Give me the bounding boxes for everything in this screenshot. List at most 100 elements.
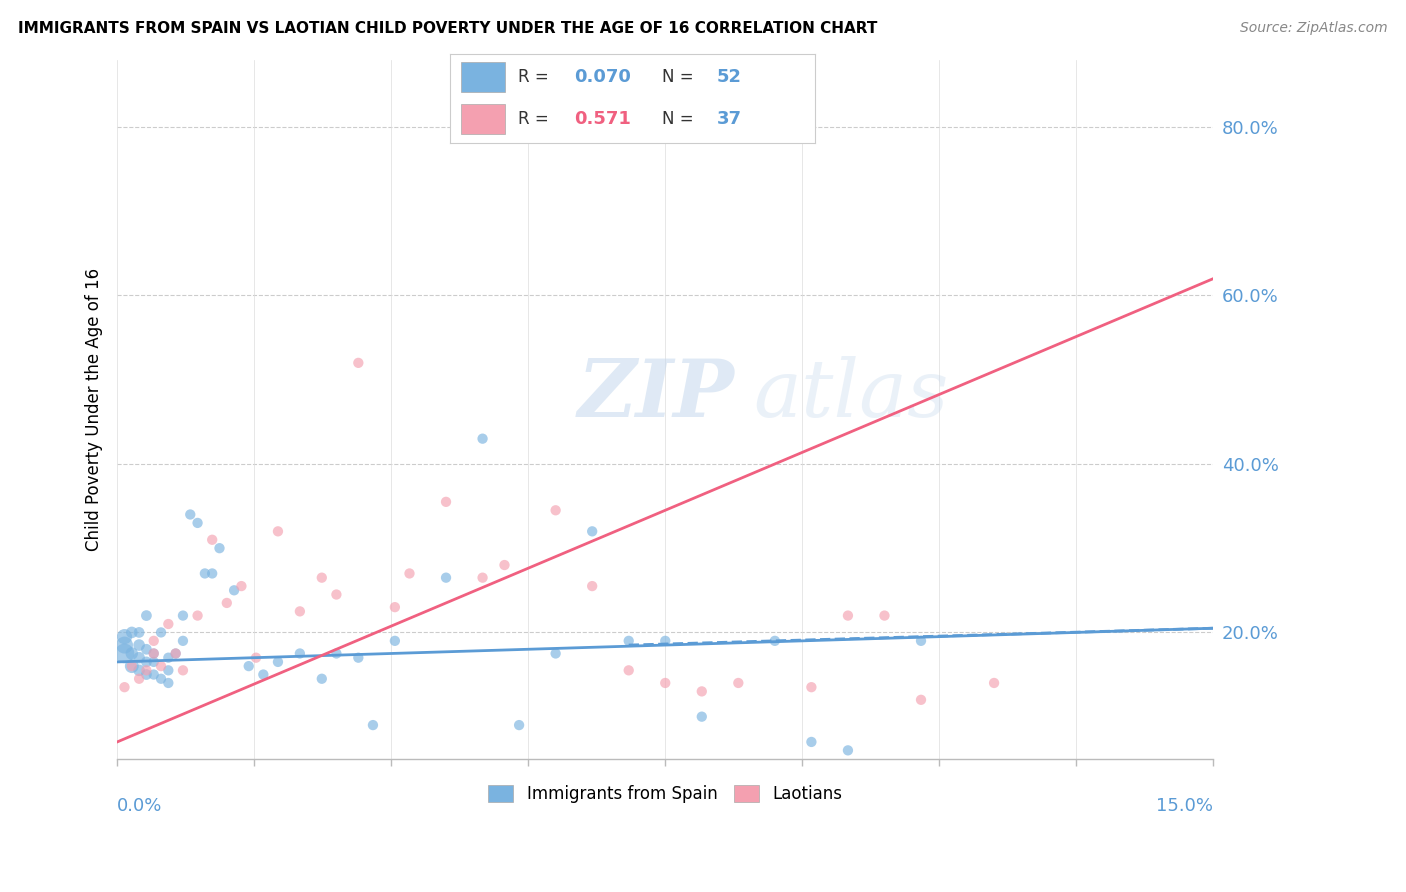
Text: Source: ZipAtlas.com: Source: ZipAtlas.com	[1240, 21, 1388, 35]
Point	[208, 541, 231, 556]
Point	[114, 647, 136, 661]
Point	[288, 604, 311, 618]
Text: 37: 37	[717, 110, 742, 128]
Point	[800, 735, 823, 749]
Point	[654, 633, 676, 648]
Point	[434, 571, 457, 585]
Point	[128, 650, 150, 665]
Text: IMMIGRANTS FROM SPAIN VS LAOTIAN CHILD POVERTY UNDER THE AGE OF 16 CORRELATION C: IMMIGRANTS FROM SPAIN VS LAOTIAN CHILD P…	[18, 21, 877, 36]
Text: ZIP: ZIP	[578, 357, 734, 434]
Point	[121, 647, 143, 661]
Point	[873, 608, 896, 623]
Point	[581, 579, 603, 593]
Point	[763, 633, 786, 648]
Point	[544, 503, 567, 517]
Point	[121, 659, 143, 673]
Point	[361, 718, 384, 732]
Point	[142, 667, 165, 681]
Point	[165, 647, 187, 661]
Point	[142, 647, 165, 661]
Point	[910, 693, 932, 707]
Point	[325, 587, 347, 601]
Text: 0.571: 0.571	[574, 110, 631, 128]
Point	[267, 524, 290, 539]
Point	[347, 650, 370, 665]
Text: N =: N =	[662, 68, 699, 87]
Point	[142, 655, 165, 669]
Point	[727, 676, 749, 690]
Point	[157, 663, 180, 677]
Point	[544, 647, 567, 661]
Point	[172, 663, 194, 677]
Legend: Immigrants from Spain, Laotians: Immigrants from Spain, Laotians	[481, 779, 849, 810]
Point	[128, 625, 150, 640]
Point	[311, 672, 333, 686]
Point	[135, 655, 157, 669]
Point	[142, 633, 165, 648]
Point	[157, 617, 180, 632]
Point	[121, 659, 143, 673]
Point	[201, 533, 224, 547]
Point	[471, 432, 494, 446]
Text: 52: 52	[717, 68, 742, 87]
Point	[201, 566, 224, 581]
Point	[690, 684, 713, 698]
Point	[494, 558, 516, 572]
Point	[121, 625, 143, 640]
Point	[172, 633, 194, 648]
Point	[347, 356, 370, 370]
Point	[837, 743, 859, 757]
Point	[215, 596, 238, 610]
Point	[128, 672, 150, 686]
Text: atlas: atlas	[754, 357, 948, 434]
Point	[165, 647, 187, 661]
Point	[267, 655, 290, 669]
Point	[238, 659, 260, 673]
Text: 0.070: 0.070	[574, 68, 631, 87]
Text: 15.0%: 15.0%	[1156, 797, 1213, 815]
Point	[617, 633, 640, 648]
Point	[800, 680, 823, 694]
Point	[325, 647, 347, 661]
Point	[581, 524, 603, 539]
Text: N =: N =	[662, 110, 699, 128]
Point	[231, 579, 253, 593]
Point	[288, 647, 311, 661]
Y-axis label: Child Poverty Under the Age of 16: Child Poverty Under the Age of 16	[86, 268, 103, 550]
Point	[135, 608, 157, 623]
Point	[114, 638, 136, 652]
Point	[224, 583, 246, 598]
Point	[150, 625, 173, 640]
Bar	[461, 104, 505, 134]
Point	[150, 672, 173, 686]
Point	[128, 663, 150, 677]
Point	[150, 659, 173, 673]
Text: 0.0%: 0.0%	[117, 797, 163, 815]
Text: R =: R =	[517, 68, 554, 87]
Point	[311, 571, 333, 585]
Point	[617, 663, 640, 677]
Point	[187, 608, 209, 623]
Point	[983, 676, 1005, 690]
Point	[654, 676, 676, 690]
Point	[252, 667, 274, 681]
Point	[128, 638, 150, 652]
Point	[763, 120, 786, 134]
Point	[157, 676, 180, 690]
Point	[157, 650, 180, 665]
Point	[179, 508, 201, 522]
Bar	[461, 62, 505, 92]
Point	[194, 566, 217, 581]
Point	[384, 633, 406, 648]
Point	[187, 516, 209, 530]
Point	[135, 642, 157, 657]
Point	[471, 571, 494, 585]
Point	[114, 680, 136, 694]
Point	[142, 647, 165, 661]
Text: R =: R =	[517, 110, 554, 128]
Point	[245, 650, 267, 665]
Point	[135, 667, 157, 681]
Point	[508, 718, 530, 732]
Point	[172, 608, 194, 623]
Point	[690, 709, 713, 723]
